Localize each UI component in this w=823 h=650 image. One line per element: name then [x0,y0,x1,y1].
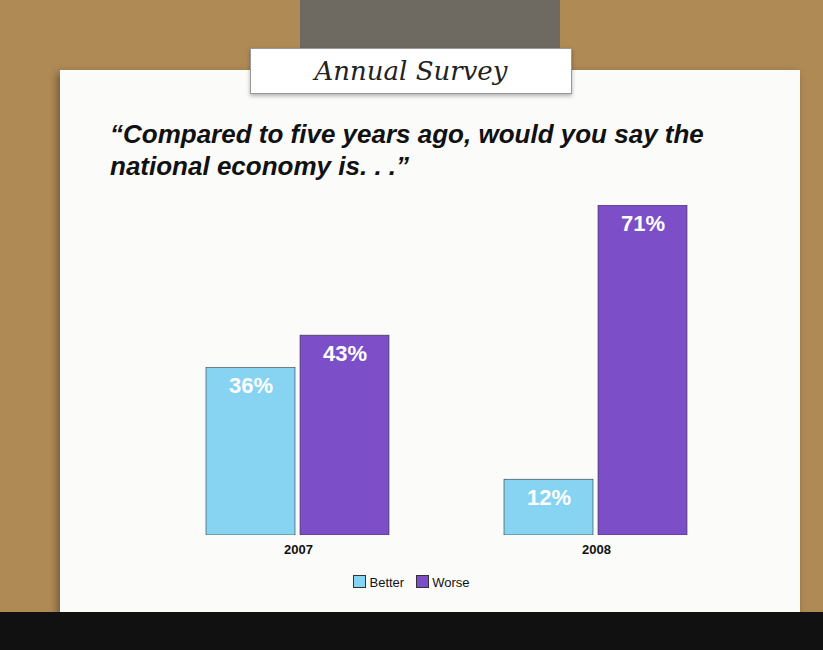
svg-text:2008: 2008 [582,542,611,557]
html-text:Annual Survey: Annual Survey [314,56,508,86]
svg-text:71%: 71% [621,211,665,236]
html-text:Better: Better [369,575,405,590]
svg-text:36%: 36% [229,373,273,398]
svg-text:43%: 43% [323,341,367,366]
svg-text:12%: 12% [527,485,571,510]
html-text:“Compared to five years ago, w: “Compared to five years ago, would you s… [110,119,704,181]
svg-text:2007: 2007 [284,542,313,557]
html-text:Worse: Worse [432,575,470,590]
